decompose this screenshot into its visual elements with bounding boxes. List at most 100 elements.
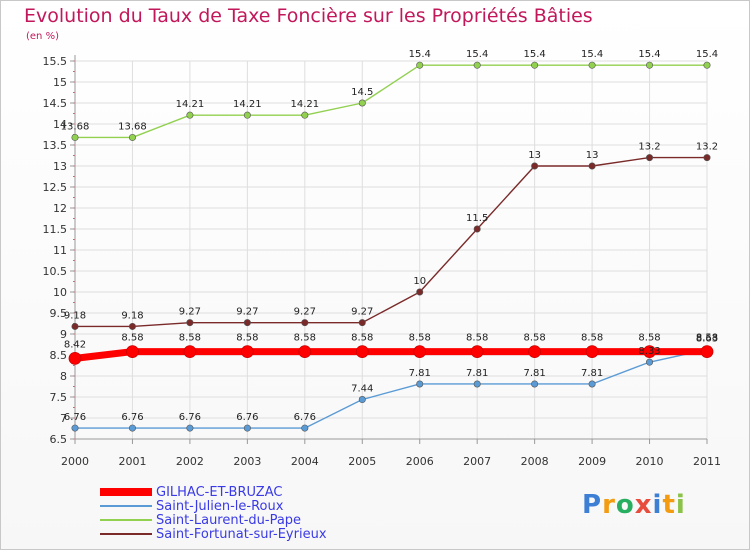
data-label: 8.58 [696, 333, 718, 344]
y-tick-label: 7.5 [50, 391, 68, 404]
data-label: 7.81 [409, 368, 431, 379]
legend-label: GILHAC-ET-BRUZAC [156, 484, 283, 500]
data-label: 7.81 [524, 368, 546, 379]
legend-label: Saint-Fortunat-sur-Eyrieux [156, 526, 327, 542]
data-label: 8.58 [409, 333, 431, 344]
logo-letter: o [615, 490, 635, 520]
data-label: 13.2 [696, 142, 718, 153]
y-tick-label: 13 [53, 160, 67, 173]
data-label: 15.4 [409, 49, 431, 60]
y-tick-label: 10 [53, 286, 67, 299]
data-label: 6.76 [294, 412, 316, 423]
unit-label: (en %) [26, 31, 59, 42]
y-tick-label: 11.5 [43, 223, 68, 236]
data-point [416, 380, 424, 388]
data-label: 8.58 [351, 333, 373, 344]
data-point [126, 345, 139, 359]
logo-letter: t [662, 490, 676, 520]
data-label: 9.27 [236, 307, 258, 318]
legend-item: Saint-Fortunat-sur-Eyrieux [100, 526, 327, 542]
data-point [183, 345, 197, 359]
x-tick-label: 2010 [636, 455, 664, 468]
data-point [643, 345, 656, 359]
logo-letter: P [582, 490, 603, 520]
data-point [473, 225, 481, 233]
x-tick-label: 2002 [176, 455, 204, 468]
data-point [358, 319, 366, 327]
data-point [71, 133, 79, 141]
data-point [703, 61, 711, 69]
data-point [301, 424, 309, 432]
data-label: 8.58 [121, 333, 143, 344]
x-tick-label: 2009 [578, 455, 606, 468]
series-line [71, 348, 711, 362]
legend-swatch [100, 488, 152, 496]
data-point [416, 288, 424, 296]
data-point [128, 133, 136, 141]
data-point [358, 99, 366, 107]
data-label: 9.27 [351, 307, 373, 318]
data-label: 10 [413, 276, 426, 287]
y-tick-label: 9 [60, 328, 67, 341]
y-tick-label: 11 [53, 244, 67, 257]
data-label: 6.76 [236, 412, 258, 423]
data-point [71, 424, 79, 432]
data-point [528, 345, 542, 359]
data-point [588, 380, 596, 388]
y-tick-label: 12 [53, 202, 67, 215]
data-point [301, 111, 309, 119]
legend: GILHAC-ET-BRUZAC Saint-Julien-le-Roux Sain… [100, 484, 327, 542]
data-label: 7.81 [581, 368, 603, 379]
data-label: 8.58 [581, 333, 603, 344]
proxiti-logo: Proxiti [582, 490, 686, 520]
data-label: 14.21 [233, 99, 262, 110]
data-label: 8.58 [638, 333, 660, 344]
data-point [646, 358, 654, 366]
grid-lines [74, 60, 708, 440]
data-point [470, 345, 484, 359]
x-tick-label: 2006 [406, 455, 434, 468]
data-label: 6.76 [64, 412, 86, 423]
data-point [243, 424, 251, 432]
data-point [298, 345, 312, 359]
chart-title: Evolution du Taux de Taxe Foncière sur l… [24, 5, 593, 27]
x-tick-label: 2011 [693, 455, 721, 468]
data-point [186, 111, 194, 119]
y-tick-label: 7 [60, 412, 67, 425]
data-label: 11.5 [466, 213, 488, 224]
data-label: 15.4 [524, 49, 546, 60]
data-point [588, 61, 596, 69]
data-point [128, 424, 136, 432]
legend-label: Saint-Julien-le-Roux [156, 498, 284, 514]
data-point [531, 162, 539, 170]
legend-item: GILHAC-ET-BRUZAC [100, 484, 327, 500]
legend-item: Saint-Julien-le-Roux [100, 498, 327, 514]
series-line [74, 156, 708, 328]
series-line [74, 64, 708, 139]
legend-item: Saint-Laurent-du-Pape [100, 513, 327, 528]
logo-letter: i [652, 490, 663, 520]
data-label: 8.58 [294, 333, 316, 344]
data-label: 13.68 [118, 121, 147, 132]
data-point [186, 424, 194, 432]
data-point [71, 322, 79, 330]
data-label: 13 [586, 150, 599, 161]
data-point [413, 345, 427, 359]
data-label: 8.58 [179, 333, 201, 344]
data-label: 7.44 [351, 384, 373, 395]
data-label: 8.63 [696, 334, 718, 345]
data-label: 9.18 [64, 310, 86, 321]
y-tick-label: 15 [53, 76, 67, 89]
data-point [531, 380, 539, 388]
data-label: 8.58 [524, 333, 546, 344]
y-tick-label: 8 [60, 370, 67, 383]
data-point [646, 61, 654, 69]
legend-swatch [100, 519, 152, 521]
data-label: 13 [528, 150, 541, 161]
x-tick-label: 2001 [118, 455, 146, 468]
logo-letter: i [675, 490, 686, 520]
data-label: 13.2 [638, 142, 660, 153]
legend-swatch [100, 505, 152, 507]
data-label: 14.5 [351, 87, 373, 98]
data-point [473, 380, 481, 388]
